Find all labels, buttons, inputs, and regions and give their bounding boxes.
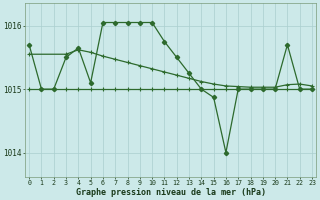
X-axis label: Graphe pression niveau de la mer (hPa): Graphe pression niveau de la mer (hPa) — [76, 188, 266, 197]
